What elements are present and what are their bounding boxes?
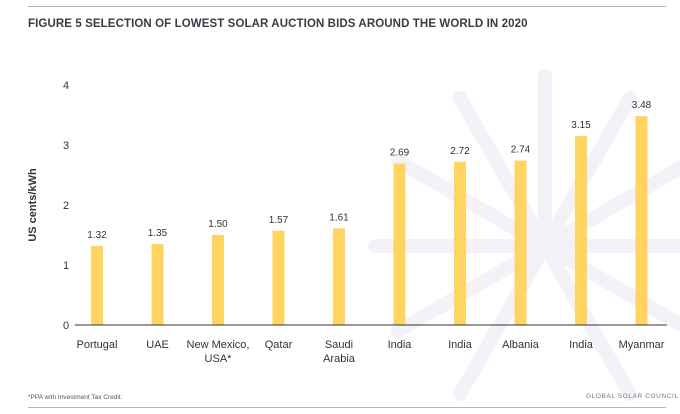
x-tick-label: Albania — [502, 339, 540, 351]
data-label: 1.50 — [208, 219, 228, 230]
x-tick-label: India — [569, 339, 594, 351]
bar — [212, 235, 224, 325]
bar — [514, 160, 527, 325]
bar — [393, 163, 406, 325]
data-label: 1.57 — [269, 215, 289, 226]
bar — [575, 136, 587, 325]
y-tick-label: 1 — [63, 260, 69, 272]
bar — [91, 245, 103, 325]
x-tick-label: India — [388, 339, 413, 351]
bar — [333, 228, 345, 325]
credit-text: GLOBAL SOLAR COUNCIL — [586, 393, 679, 400]
x-tick-label: Portugal — [77, 339, 118, 351]
y-ticks: 0 1 2 3 4 — [63, 80, 69, 332]
x-tick-label: UAE — [146, 339, 169, 351]
bar — [272, 230, 285, 325]
data-labels: 1.32 1.35 1.50 1.57 1.61 2.69 2.72 2.74 3.15 3.48 — [87, 100, 651, 241]
bar — [635, 116, 648, 325]
x-tick-label: Qatar — [265, 339, 293, 351]
y-tick-label: 0 — [63, 320, 69, 332]
figure-title: FIGURE 5 SELECTION OF LOWEST SOLAR AUCTI… — [28, 18, 528, 30]
x-tick-label: Myanmar — [619, 339, 665, 351]
x-tick-label: India — [448, 339, 473, 351]
data-label: 2.69 — [390, 148, 410, 159]
y-tick-label: 2 — [63, 200, 69, 212]
data-label: 3.15 — [571, 120, 591, 131]
bars — [91, 116, 648, 325]
bar — [151, 244, 164, 325]
data-label: 1.32 — [87, 230, 107, 241]
footnote: *PPA with Investment Tax Credit. — [28, 394, 123, 401]
y-axis-label: US cents/kWh — [27, 168, 39, 242]
top-rule — [28, 6, 666, 7]
y-tick-label: 3 — [63, 140, 69, 152]
data-label: 1.35 — [148, 228, 168, 239]
data-label: 2.72 — [450, 146, 470, 157]
x-ticks: Portugal UAE New Mexico, USA* Qatar Saudi Arab… — [77, 339, 665, 365]
bottom-rule — [28, 407, 666, 408]
data-label: 1.61 — [329, 212, 349, 223]
bar — [454, 161, 466, 325]
y-tick-label: 4 — [63, 80, 69, 92]
x-tick-label: New Mexico, USA* — [187, 339, 250, 365]
x-tick-label: Saudi Arabia — [323, 339, 356, 365]
data-label: 2.74 — [511, 145, 531, 156]
data-label: 3.48 — [632, 100, 652, 111]
